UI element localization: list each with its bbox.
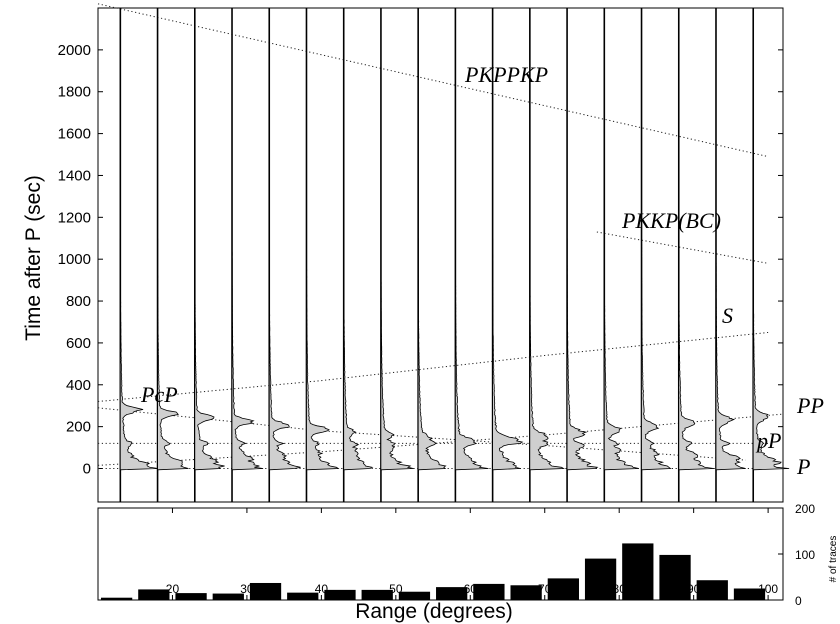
trace-envelope (306, 238, 340, 475)
histogram-bar (696, 580, 728, 600)
histogram-bar (659, 554, 691, 600)
phase-label-pp: pP (755, 428, 781, 453)
trace-envelope (417, 238, 447, 475)
hist-y-tick-label: 200 (795, 502, 815, 516)
trace-envelope (752, 238, 790, 475)
histogram-bar (212, 593, 244, 600)
x-tick-label: 20 (166, 582, 180, 596)
y-tick-label: 1600 (58, 126, 91, 143)
trace-envelope (194, 238, 225, 475)
x-tick-label: 100 (758, 582, 778, 596)
y-axis-label: Time after P (sec) (22, 175, 45, 341)
y-tick-label: 1000 (58, 251, 91, 268)
trace-count-histogram: 20 30 40 50 60 70 80 90 100 0 100 200 (97, 502, 815, 608)
histogram-bar (100, 597, 133, 600)
y-tick-label: 1400 (58, 167, 91, 184)
x-tick-label: 90 (687, 582, 701, 596)
y-tick-label: 200 (66, 419, 91, 436)
histogram-bar (138, 589, 170, 600)
trace-envelope (678, 238, 714, 475)
trace-envelope (380, 238, 414, 475)
trace-envelope (715, 238, 746, 475)
y-tick-label: 0 (83, 461, 91, 478)
x-tick-label: 40 (315, 582, 329, 596)
trace-envelope (454, 238, 489, 475)
histogram-bar (622, 543, 654, 600)
histogram-bar (249, 582, 282, 600)
y-tick-label: 800 (66, 293, 91, 310)
hist-y-tick-label: 100 (795, 548, 815, 562)
trace-envelope (492, 238, 524, 475)
y-tick-label: 1200 (58, 209, 91, 226)
histogram-bar (324, 589, 356, 600)
x-tick-label: 50 (389, 582, 403, 596)
histogram-bar (175, 593, 207, 600)
phase-label-pkkpbc: PKKP(BC) (621, 208, 721, 233)
y-tick-label: 1800 (58, 84, 91, 101)
phase-curve-pp (97, 413, 784, 466)
x-tick-label: 30 (240, 582, 254, 596)
trace-envelope (529, 238, 566, 475)
histogram-bar (287, 592, 319, 600)
y-tick-label: 400 (66, 377, 91, 394)
histogram-bar (436, 587, 468, 600)
histogram-bar (361, 589, 393, 600)
phase-label-pkppkp: PKPPKP (464, 62, 548, 87)
y-tick-label: 2000 (58, 42, 91, 59)
trace-envelope (343, 238, 374, 475)
histogram-bar (510, 585, 542, 600)
trace-envelope (119, 238, 159, 475)
phase-label-pcp: PcP (140, 382, 178, 407)
trace-envelope (231, 238, 264, 475)
trace-envelope (641, 238, 672, 475)
hist-y-tick-label: 0 (795, 594, 802, 608)
x-axis-label: Range (degrees) (355, 600, 513, 623)
histogram-bar (473, 583, 505, 600)
histogram-bar (547, 578, 579, 600)
phase-curve-pkppkp (97, 3, 769, 158)
histogram-y-axis-label: # of traces (828, 536, 839, 583)
phase-curve-pkkpbc (596, 231, 769, 264)
x-tick-label: 60 (464, 582, 478, 596)
x-tick-label: 70 (538, 582, 552, 596)
phase-label-s: S (722, 303, 733, 328)
phase-curve-s (97, 331, 769, 403)
x-tick-label: 80 (613, 582, 627, 596)
trace-envelope (603, 238, 639, 475)
record-section-panel: 0 200 400 600 800 1000 1200 1400 1600 1800 2000 PcP… (58, 3, 824, 503)
trace-envelope (566, 238, 599, 475)
phase-label-p: P (796, 454, 810, 479)
histogram-bar (398, 591, 431, 600)
phase-label-pp: PP (796, 393, 824, 418)
plot-frame (97, 7, 784, 503)
histogram-bar (733, 588, 766, 600)
y-tick-label: 600 (66, 335, 91, 352)
trace-envelope (157, 238, 189, 475)
trace-envelope (268, 238, 301, 475)
histogram-bar (584, 558, 617, 600)
